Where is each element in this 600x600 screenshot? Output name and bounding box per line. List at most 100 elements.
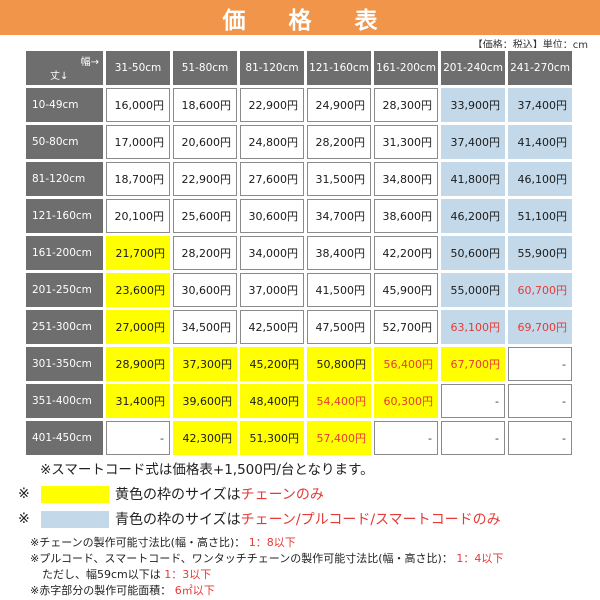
price-cell: 48,400円 [240,384,304,418]
pull-ratio-text: ※プルコード、スマートコード、ワンタッチチェーンの製作可能寸法比(幅・高さ比)： [30,552,453,565]
price-cell: 22,900円 [240,88,304,122]
pull-ratio-sub-note: ただし、幅59cm以下は 1：3以下 [42,566,211,582]
legend-yellow-prefix: 黄色の枠のサイズは [115,487,241,503]
table-row: 81-120cm 18,700円 22,900円 27,600円 31,500円 34,8… [26,162,572,196]
row-header: 161-200cm [26,236,103,270]
price-cell: 20,600円 [173,125,237,159]
red-area-text: ※赤字部分の製作可能面積： [30,584,172,597]
price-cell: 31,300円 [374,125,438,159]
title-banner: 価 格 表 [0,0,600,35]
price-cell: - [508,347,572,381]
price-cell: 25,600円 [173,199,237,233]
column-header: 81-120cm [240,51,304,85]
column-header: 121-160cm [307,51,371,85]
price-cell: 46,200円 [441,199,505,233]
table-row: 201-250cm 23,600円 30,600円 37,000円 41,500円 45,… [26,273,572,307]
column-header: 241-270cm [508,51,572,85]
price-cell: 42,200円 [374,236,438,270]
table-row: 121-160cm 20,100円 25,600円 30,600円 34,700円 38,… [26,199,572,233]
legend-blue-highlight: チェーン/プルコード/スマートコードのみ [240,512,501,528]
price-cell: - [441,384,505,418]
price-cell: 28,200円 [307,125,371,159]
price-cell: 23,600円 [106,273,170,307]
price-cell: 17,000円 [106,125,170,159]
price-cell: 30,600円 [173,273,237,307]
price-cell: 55,900円 [508,236,572,270]
price-cell: 34,800円 [374,162,438,196]
corner-cell: 幅→ 丈↓ [26,51,103,85]
price-cell: 30,600円 [240,199,304,233]
row-header: 81-120cm [26,162,103,196]
row-header: 201-250cm [26,273,103,307]
legend-mark: ※ [18,511,30,527]
price-cell: 67,700円 [441,347,505,381]
price-cell: 34,500円 [173,310,237,344]
price-cell: 57,400円 [307,421,371,455]
legend-yellow: ※ 黄色の枠のサイズは チェーンのみ [18,484,324,504]
price-cell: 39,600円 [173,384,237,418]
width-axis-label: 幅→ [80,57,99,68]
price-cell: - [508,384,572,418]
price-cell: 28,900円 [106,347,170,381]
smart-cord-note: ※スマートコード式は価格表+1,500円/台となります。 [40,462,374,478]
yellow-swatch [41,485,109,503]
price-cell: 33,900円 [441,88,505,122]
table-body: 10-49cm 16,000円 18,600円 22,900円 24,900円 28,30… [26,88,572,455]
red-area-note: ※赤字部分の製作可能面積： 6㎡以下 [30,582,215,598]
price-cell: 46,100円 [508,162,572,196]
price-cell: 21,700円 [106,236,170,270]
price-cell: 37,400円 [441,125,505,159]
price-cell: 27,600円 [240,162,304,196]
price-cell: 60,700円 [508,273,572,307]
chain-ratio-value: 1：8以下 [248,536,296,549]
price-cell: - [106,421,170,455]
price-cell: 45,200円 [240,347,304,381]
price-cell: 31,400円 [106,384,170,418]
table-row: 401-450cm -42,300円 51,300円 57,400円 - - - [26,421,572,455]
price-cell: 52,700円 [374,310,438,344]
price-cell: 24,800円 [240,125,304,159]
price-table: 幅→ 丈↓ 31-50cm 51-80cm 81-120cm 121-160cm 161… [23,48,575,458]
unit-note: 【価格：税込】単位：cm [472,40,588,51]
table-row: 251-300cm 27,000円 34,500円 42,500円 47,500円 52,… [26,310,572,344]
column-header: 161-200cm [374,51,438,85]
price-cell: 51,300円 [240,421,304,455]
price-cell: 50,800円 [307,347,371,381]
price-cell: 37,400円 [508,88,572,122]
row-header: 121-160cm [26,199,103,233]
row-header: 351-400cm [26,384,103,418]
price-cell: - [508,421,572,455]
column-header: 51-80cm [173,51,237,85]
header-row: 幅→ 丈↓ 31-50cm 51-80cm 81-120cm 121-160cm 161… [26,51,572,85]
blue-swatch [41,510,109,528]
price-cell: 34,700円 [307,199,371,233]
price-cell: 37,300円 [173,347,237,381]
price-cell: 41,800円 [441,162,505,196]
row-header: 401-450cm [26,421,103,455]
price-cell: 38,400円 [307,236,371,270]
pull-ratio-sub-value: 1：3以下 [164,568,212,581]
price-cell: 54,400円 [307,384,371,418]
legend-mark: ※ [18,486,30,502]
price-cell: 47,500円 [307,310,371,344]
legend-blue: ※ 青色の枠のサイズは チェーン/プルコード/スマートコードのみ [18,509,501,529]
table-row: 10-49cm 16,000円 18,600円 22,900円 24,900円 28,30… [26,88,572,122]
red-area-value: 6㎡以下 [174,584,215,597]
price-cell: 55,000円 [441,273,505,307]
price-cell: 42,500円 [240,310,304,344]
table-row: 351-400cm 31,400円 39,600円 48,400円 54,400円 60,… [26,384,572,418]
price-cell: 31,500円 [307,162,371,196]
price-cell: 22,900円 [173,162,237,196]
chain-ratio-note: ※チェーンの製作可能寸法比(幅・高さ比)： 1：8以下 [30,534,296,550]
column-header: 201-240cm [441,51,505,85]
price-cell: 60,300円 [374,384,438,418]
price-cell: 34,000円 [240,236,304,270]
price-cell: 27,000円 [106,310,170,344]
height-axis-label: 丈↓ [50,71,69,82]
price-cell: - [374,421,438,455]
price-cell: 38,600円 [374,199,438,233]
row-header: 251-300cm [26,310,103,344]
price-cell: 41,500円 [307,273,371,307]
table-row: 161-200cm 21,700円 28,200円 34,000円 38,400円 42,… [26,236,572,270]
price-cell: - [441,421,505,455]
